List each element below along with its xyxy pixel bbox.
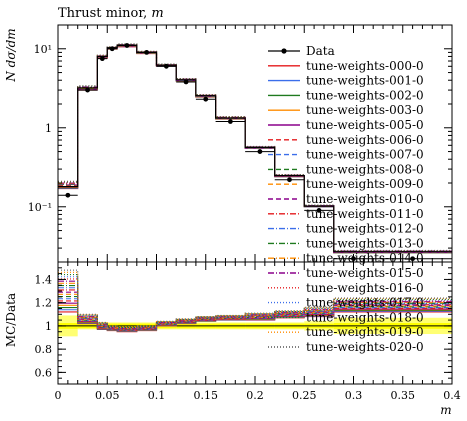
legend-label-13: tune-weights-014-0: [306, 251, 424, 265]
legend-label-2: tune-weights-002-0: [306, 88, 424, 102]
x-tick-label-8: 0.4: [443, 389, 461, 402]
data-point-4: [124, 43, 130, 48]
plot-title: Thrust minor, m: [58, 6, 164, 21]
legend-label-0: tune-weights-000-0: [306, 59, 424, 73]
legend-label-11: tune-weights-012-0: [306, 222, 424, 236]
legend-label-1: tune-weights-001-0: [306, 74, 424, 88]
legend-label-12: tune-weights-013-0: [306, 236, 424, 250]
legend-label-17: tune-weights-018-0: [306, 310, 424, 324]
legend-label-6: tune-weights-007-0: [306, 148, 424, 162]
main-y-axis-label: N dσ/dm: [4, 28, 18, 82]
x-tick-label-5: 0.25: [292, 389, 317, 402]
ratio-panel: 0.6 0.8 1 1.2 1.4 0 0.05 0.1 0.15 0.2 0.25 0.3 0.35 0…: [35, 261, 461, 402]
main-panel: 10⁻¹ 1 10¹: [28, 24, 453, 263]
data-point-3: [109, 46, 115, 52]
x-axis-label: m: [440, 403, 451, 417]
x-tick-label-6: 0.3: [345, 389, 363, 402]
legend-label-5: tune-weights-006-0: [306, 133, 424, 147]
ratio-line-tune-weights-019-0: [58, 271, 452, 328]
data-point-9: [227, 119, 233, 124]
plot-title-text: Thrust minor,: [58, 6, 151, 21]
legend-label-19: tune-weights-020-0: [306, 340, 424, 354]
ratio-y-tick-label-2: 1: [45, 320, 52, 333]
ratio-y-tick-label-3: 1.2: [35, 297, 53, 310]
data-point-12: [316, 207, 322, 213]
mc-central-line: [58, 44, 452, 253]
x-tick-label-4: 0.2: [246, 389, 264, 402]
legend-label-14: tune-weights-015-0: [306, 266, 424, 280]
x-tick-label-0: 0: [55, 389, 62, 402]
data-point-11: [287, 177, 292, 183]
legend-label-16: tune-weights-017-0: [306, 296, 424, 310]
legend-data-label: Data: [306, 44, 335, 58]
data-point-6: [163, 63, 169, 69]
legend-label-3: tune-weights-003-0: [306, 103, 424, 117]
legend-label-15: tune-weights-016-0: [306, 281, 424, 295]
ratio-y-tick-label-4: 1.4: [35, 273, 53, 286]
plot-title-variable: m: [151, 6, 163, 21]
ratio-line-tune-weights-008-0: [58, 296, 452, 331]
ratio-y-axis-label: MC/Data: [4, 293, 18, 347]
main-y-tick-label-2: 10¹: [34, 43, 52, 56]
legend-label-10: tune-weights-011-0: [306, 207, 424, 221]
legend-label-9: tune-weights-010-0: [306, 192, 424, 206]
legend-label-18: tune-weights-019-0: [306, 325, 424, 339]
x-tick-label-7: 0.35: [391, 389, 416, 402]
data-point-10: [257, 149, 263, 154]
ratio-line-tune-weights-020-0: [58, 269, 452, 328]
legend-label-8: tune-weights-009-0: [306, 177, 424, 191]
legend-data-marker: [281, 48, 287, 54]
data-point-8: [203, 96, 209, 102]
legend: Datatune-weights-000-0tune-weights-001-0…: [268, 44, 424, 354]
x-tick-label-2: 0.1: [148, 389, 166, 402]
x-tick-label-3: 0.15: [194, 389, 219, 402]
ratio-y-tick-label-1: 0.8: [35, 343, 53, 356]
legend-label-4: tune-weights-005-0: [306, 118, 424, 132]
data-point-7: [183, 79, 189, 85]
data-point-0: [65, 192, 71, 198]
data-point-1: [85, 87, 90, 93]
legend-label-7: tune-weights-008-0: [306, 162, 424, 176]
data-point-2: [99, 56, 105, 62]
ratio-y-tick-label-0: 0.6: [35, 366, 53, 379]
data-point-5: [144, 49, 150, 55]
main-y-tick-label-0: 10⁻¹: [28, 201, 52, 214]
main-y-tick-label-1: 1: [45, 122, 52, 135]
x-tick-label-1: 0.05: [95, 389, 120, 402]
